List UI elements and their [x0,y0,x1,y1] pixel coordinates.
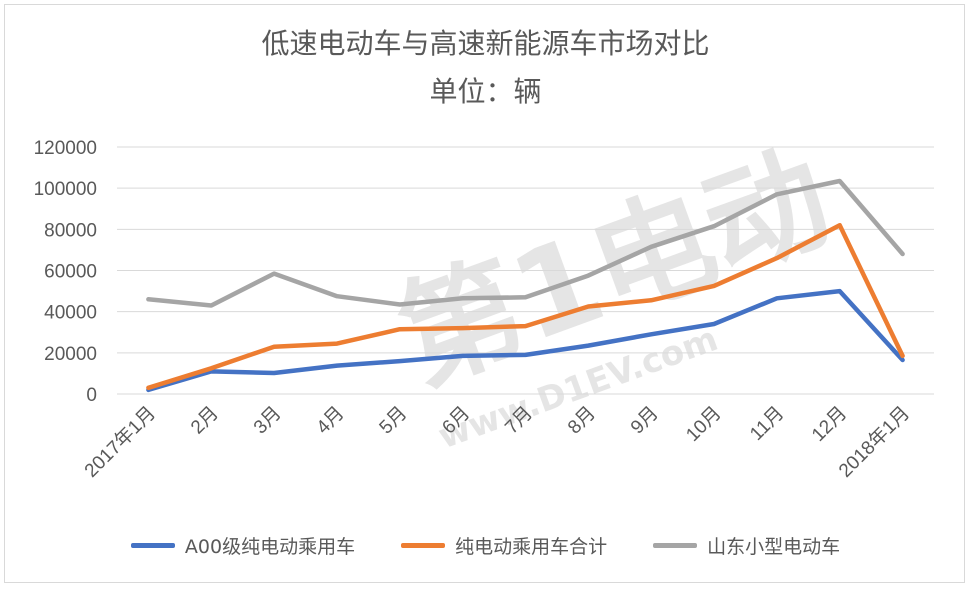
series-line [146,288,905,393]
legend-swatch [653,543,698,548]
x-tick-label: 12月 [808,403,851,446]
legend-item: A00级纯电动乘用车 [130,532,356,559]
x-tick-label: 2月 [187,403,223,439]
x-tick-label: 3月 [250,403,286,439]
y-tick-label: 60000 [44,262,97,283]
legend: A00级纯电动乘用车 纯电动乘用车合计 山东小型电动车 [0,532,971,559]
y-axis-ticks: 0 20000 40000 60000 80000 100000 120000 [34,138,97,406]
legend-item: 纯电动乘用车合计 [401,532,607,559]
y-tick-label: 20000 [44,344,97,365]
y-tick-label: 100000 [34,179,97,200]
x-tick-label: 5月 [376,403,412,439]
x-tick-label: 11月 [746,403,788,445]
y-tick-label: 80000 [44,220,97,241]
y-tick-label: 120000 [34,138,97,159]
chart-subtitle: 单位：辆 [429,75,542,108]
chart-title: 低速电动车与高速新能源车市场对比 [261,27,710,60]
legend-label: 山东小型电动车 [707,536,841,558]
y-tick-label: 0 [86,385,97,406]
legend-swatch [401,543,446,548]
legend-item: 山东小型电动车 [653,532,840,559]
legend-swatch [130,543,175,548]
x-tick-label: 4月 [313,403,349,439]
y-tick-label: 40000 [44,303,97,324]
x-tick-label: 10月 [682,403,725,446]
legend-label: A00级纯电动乘用车 [184,536,356,558]
series-line [146,222,905,391]
series-line [146,178,905,308]
x-tick-label: 2017年1月 [80,402,160,482]
legend-label: 纯电动乘用车合计 [455,536,608,558]
series-lines [146,178,905,393]
x-tick-label: 9月 [627,403,663,439]
